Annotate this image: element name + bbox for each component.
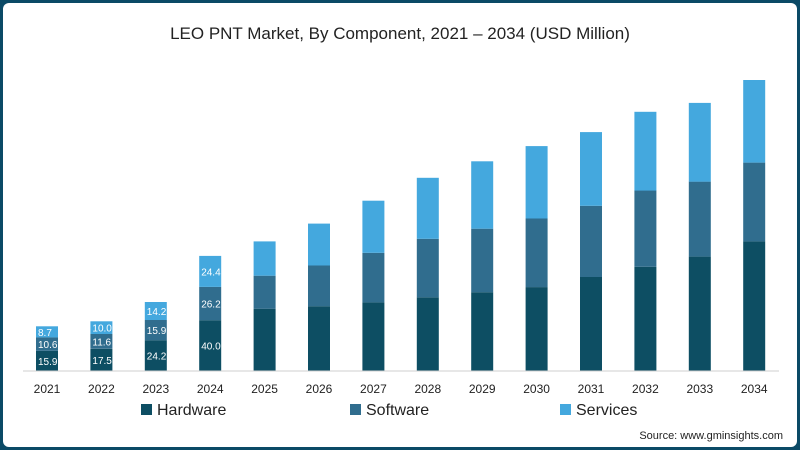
bar-services-2022 (90, 321, 113, 334)
bar-software-2030 (525, 218, 548, 288)
x-tick-2027: 2027 (360, 382, 387, 396)
x-tick-2034: 2034 (741, 382, 768, 396)
source-note: Source: www.gminsights.com (639, 430, 783, 442)
bar-software-2022 (90, 334, 113, 349)
legend-label-hardware: Hardware (157, 402, 226, 419)
data-labels-layer: 15.9 10.68.7 17.5 11.6 10.0 24.2 15.9 14.2 40.0 2… (38, 267, 221, 368)
data-label-services-2024: 24.4 (201, 267, 221, 278)
bar-software-2029 (471, 228, 494, 293)
legend: Hardware Software Services (141, 402, 637, 419)
bar-services-2029 (471, 161, 494, 229)
x-ticks-layer: 2021 2022 2023 2024 2025 2026 2027 2028 2029 2030… (34, 382, 768, 396)
bar-hardware-2031 (580, 277, 602, 371)
data-label-services-2023: 14.2 (147, 307, 167, 318)
bar-services-2023 (144, 302, 167, 320)
data-label-hardware-2024: 40.0 (201, 342, 221, 353)
x-tick-2024: 2024 (197, 382, 224, 396)
bar-services-2033 (688, 102, 711, 182)
data-label-hardware-2023: 24.2 (147, 352, 167, 363)
x-tick-2023: 2023 (142, 382, 169, 396)
x-tick-2031: 2031 (578, 382, 605, 396)
bar-software-2028 (416, 238, 439, 298)
bar-hardware-2025 (253, 308, 276, 371)
x-tick-2030: 2030 (523, 382, 550, 396)
bar-hardware-2030 (525, 287, 548, 371)
data-label-software-2024: 26.2 (201, 300, 221, 311)
bar-software-2031 (580, 205, 602, 277)
bar-software-2027 (362, 252, 385, 303)
x-tick-2026: 2026 (306, 382, 333, 396)
bar-hardware-2034 (743, 241, 766, 371)
bar-software-2026 (308, 265, 330, 307)
bar-hardware-2022 (90, 348, 113, 371)
bar-services-2034 (743, 80, 766, 163)
bars-layer (36, 80, 766, 371)
x-tick-2028: 2028 (414, 382, 441, 396)
bar-software-2032 (634, 190, 657, 267)
bar-software-2023 (144, 320, 167, 341)
bar-hardware-2029 (471, 292, 494, 371)
bar-hardware-2028 (416, 297, 439, 371)
data-label-software-2022: 11.6 (92, 337, 111, 348)
bar-services-2025 (253, 241, 276, 276)
bar-services-2027 (362, 200, 385, 253)
bar-hardware-2026 (308, 306, 330, 371)
x-tick-2025: 2025 (251, 382, 278, 396)
x-tick-2021: 2021 (34, 382, 61, 396)
bar-software-2025 (253, 275, 276, 309)
data-label-services-2022: 10.0 (92, 324, 112, 335)
data-label-hardware-2022: 17.5 (92, 356, 112, 367)
bar-hardware-2023 (144, 340, 167, 371)
legend-swatch-services (560, 404, 571, 415)
bar-software-2021 (36, 337, 58, 351)
x-tick-2029: 2029 (469, 382, 496, 396)
bar-services-2032 (634, 111, 657, 191)
data-label-software-2021: 10.6 (38, 340, 58, 351)
bar-hardware-2021 (36, 350, 58, 371)
bar-hardware-2024 (199, 320, 222, 371)
bar-services-2026 (308, 223, 330, 266)
chart-frame: LEO PNT Market, By Component, 2021 – 203… (3, 3, 797, 447)
bar-hardware-2032 (634, 266, 657, 371)
bar-services-2031 (580, 132, 602, 206)
legend-swatch-software (350, 404, 361, 415)
bar-services-2030 (525, 146, 548, 219)
legend-swatch-hardware (141, 404, 152, 415)
bar-services-2024 (199, 255, 222, 287)
data-label-software-2023: 15.9 (147, 326, 167, 337)
bar-hardware-2027 (362, 302, 385, 371)
x-tick-2033: 2033 (686, 382, 713, 396)
chart-title: LEO PNT Market, By Component, 2021 – 203… (170, 24, 630, 43)
bar-software-2033 (688, 181, 711, 257)
bar-software-2024 (199, 286, 222, 321)
legend-label-services: Services (576, 402, 637, 419)
bar-hardware-2033 (688, 256, 711, 371)
x-tick-2022: 2022 (88, 382, 115, 396)
bar-services-2021 (36, 326, 58, 338)
legend-label-software: Software (366, 402, 429, 419)
data-label-hardware-2021: 15.9 (38, 357, 58, 368)
bar-services-2028 (416, 177, 439, 239)
chart-plot: 15.9 10.68.7 17.5 11.6 10.0 24.2 15.9 14.2 40.0 2… (23, 80, 779, 419)
x-tick-2032: 2032 (632, 382, 659, 396)
data-label-services-2021: 8.7 (38, 328, 52, 339)
bar-software-2034 (743, 162, 766, 242)
